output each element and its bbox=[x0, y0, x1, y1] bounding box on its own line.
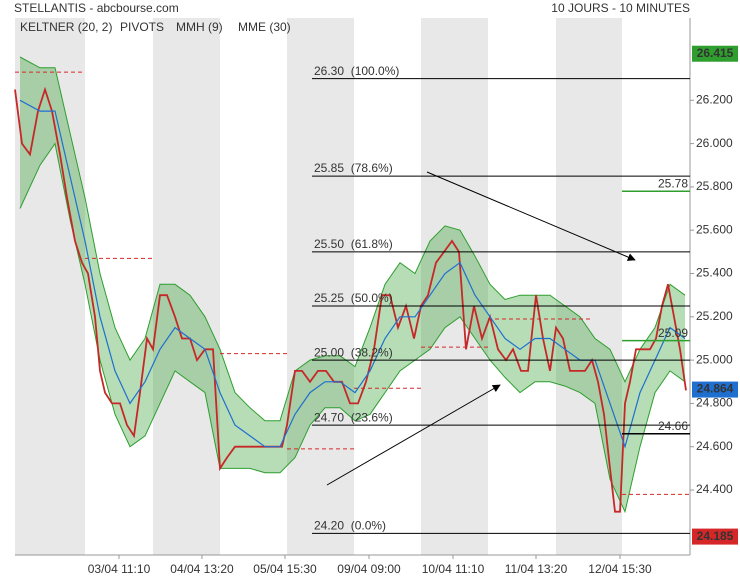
price-marker-label: 24.864 bbox=[697, 382, 734, 396]
day-band bbox=[421, 18, 488, 555]
y-tick-label: 25.800 bbox=[696, 179, 733, 193]
level-label: 25.78 bbox=[658, 176, 688, 190]
fib-label: 25.50 (61.8%) bbox=[314, 237, 393, 251]
x-tick-label: 05/04 15:30 bbox=[253, 562, 317, 576]
fib-label: 25.00 (38.2%) bbox=[314, 345, 393, 359]
level-label: 24.66 bbox=[658, 419, 688, 433]
price-marker bbox=[692, 381, 738, 398]
y-tick-label: 25.400 bbox=[696, 266, 733, 280]
y-tick-label: 26.200 bbox=[696, 92, 733, 106]
chart-subtitle: 10 JOURS - 10 MINUTES bbox=[551, 1, 690, 15]
y-tick-label: 25.000 bbox=[696, 352, 733, 366]
legend-entry: KELTNER (20, 2) bbox=[20, 20, 112, 34]
x-tick-label: 11/04 13:20 bbox=[505, 562, 568, 576]
day-band bbox=[153, 18, 220, 555]
chart-title: STELLANTIS - abcbourse.com bbox=[14, 1, 179, 15]
day-band bbox=[556, 18, 622, 555]
fib-label: 24.20 (0.0%) bbox=[314, 519, 386, 533]
x-tick-label: 12/04 15:30 bbox=[588, 562, 652, 576]
price-marker-label: 24.185 bbox=[697, 529, 734, 543]
day-bands bbox=[15, 18, 622, 555]
x-tick-label: 10/04 11:10 bbox=[422, 562, 485, 576]
fib-label: 25.85 (78.6%) bbox=[314, 161, 393, 175]
legend-entry: MMH (9) bbox=[176, 20, 223, 34]
legend-entry: PIVOTS bbox=[120, 20, 164, 34]
y-tick-label: 25.200 bbox=[696, 309, 733, 323]
price-marker bbox=[692, 45, 738, 62]
keltner-upper bbox=[19, 56, 686, 422]
legend-entry: MME (30) bbox=[238, 20, 291, 34]
price-marker-label: 26.415 bbox=[697, 46, 734, 60]
day-band bbox=[287, 18, 354, 555]
layer: 24.400 24.600 24.800 25.000 25.200 25.400 25.6… bbox=[14, 18, 738, 576]
annotation-arrow bbox=[326, 384, 501, 486]
y-tick-label: 24.400 bbox=[696, 482, 733, 496]
keltner-lower bbox=[19, 142, 686, 514]
series-line bbox=[14, 86, 687, 513]
y-tick-label: 24.600 bbox=[696, 439, 733, 453]
series-line bbox=[19, 99, 686, 449]
x-tick-label: 04/04 13:20 bbox=[170, 562, 234, 576]
keltner-band bbox=[20, 57, 685, 512]
y-tick-label: 24.800 bbox=[696, 396, 733, 410]
x-tick-label: 09/04 09:00 bbox=[337, 562, 401, 576]
y-tick-label: 26.000 bbox=[696, 136, 733, 150]
annotation-arrow bbox=[426, 171, 636, 261]
fib-label: 26.30 (100.0%) bbox=[314, 64, 399, 78]
fib-label: 24.70 (23.6%) bbox=[314, 410, 393, 424]
price-marker bbox=[692, 528, 738, 545]
level-label: 25.09 bbox=[658, 326, 688, 340]
y-tick-label: 25.600 bbox=[696, 222, 733, 236]
x-tick-label: 03/04 11:10 bbox=[88, 562, 151, 576]
fib-label: 25.25 (50.0%) bbox=[314, 291, 393, 305]
